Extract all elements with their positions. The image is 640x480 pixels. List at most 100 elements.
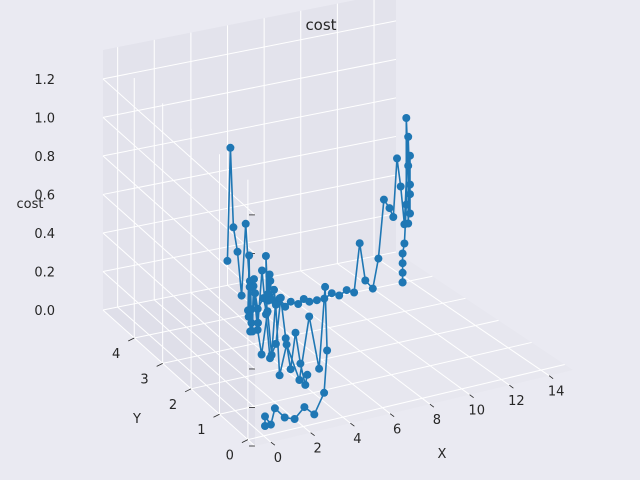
data-point [223,256,232,265]
data-point [389,213,398,221]
data-point [310,410,319,419]
data-point [229,223,238,232]
data-point [404,161,413,170]
y-axis-label: Y [132,412,141,427]
data-point [290,415,299,423]
grid-y-floor [162,297,466,364]
grid-z-side [102,117,256,254]
grid-z-side [102,232,256,370]
tick-mark [241,439,249,444]
data-point [258,266,266,275]
data-point [406,180,414,189]
tick-mark [469,394,474,399]
grid-z-back [102,58,397,118]
tick-mark [270,441,276,446]
z-tick-label: 0.0 [34,304,55,319]
data-point [301,380,310,389]
data-point [321,282,330,291]
data-point [398,259,407,268]
x-tick-label: 14 [548,385,565,400]
data-point [263,290,272,299]
x-tick-label: 0 [274,451,282,466]
grid-z-back [102,135,397,195]
back-pane [103,0,396,310]
data-point [241,219,250,228]
data-point [402,200,411,209]
data-point [271,300,280,309]
data-point [305,297,314,306]
data-point [320,388,329,397]
data-point [276,293,285,302]
y-tick-label: 1 [197,423,205,438]
data-point [393,154,401,163]
chart-title: cost [305,16,336,34]
data-point [265,270,274,279]
data-point [404,219,413,228]
data-point [320,294,329,303]
data-point [406,151,414,160]
data-point [286,297,295,306]
tick-mark [156,363,163,367]
data-point [270,285,278,294]
data-point [261,252,270,260]
data-point [237,291,246,300]
data-point [406,190,414,199]
z-tick-label: 0.2 [34,266,55,281]
x-tick-label: 2 [313,442,321,457]
data-point [379,195,388,204]
tick-mark [389,413,395,418]
z-tick-label: 0.4 [34,227,55,242]
data-point [368,284,377,293]
tick-mark [213,413,220,418]
data-point [350,288,359,297]
tick-mark [350,422,355,427]
data-point [266,276,275,285]
data-point [374,254,383,263]
data-point [312,296,321,305]
data-point [247,327,256,336]
data-series [223,114,414,430]
tick-mark [184,388,192,393]
x-tick-label: 12 [508,394,525,409]
data-point [233,247,242,256]
data-point [275,371,284,380]
data-point [398,278,407,287]
data-point [342,286,351,295]
data-point [396,182,405,191]
x-tick-label: 10 [468,404,485,419]
data-point [271,339,280,348]
data-point [266,354,274,363]
data-point [281,302,290,311]
grid-z-side [102,155,256,293]
data-point [291,328,300,337]
data-point [261,412,269,421]
y-tick-label: 4 [112,347,120,362]
data-point [355,239,364,248]
grid-z-back [102,212,397,272]
data-point [270,404,279,413]
data-point [398,249,407,258]
x-tick-label: 6 [393,423,401,438]
grid-x-floor [117,306,272,443]
data-point [323,346,332,355]
tick-mark [310,432,315,437]
data-point [305,312,314,321]
grid-y-floor [219,341,532,415]
z-tick-label: 1.0 [34,111,55,126]
z-tick-label: 1.2 [34,73,55,88]
grid-z-back [102,20,397,80]
z-tick-label: 0.8 [34,150,55,165]
grid-y-floor [190,319,499,390]
x-axis-label: X [438,447,447,462]
data-point [262,310,270,319]
x-tick-label: 4 [353,432,361,447]
data-point [402,114,411,122]
data-point [250,275,258,284]
tick-mark [429,403,435,408]
data-point [226,143,235,152]
data-point [303,370,312,379]
grid-z-side [102,271,256,408]
z-tick-label: 0.6 [34,188,55,203]
grid-y-floor [247,363,565,441]
